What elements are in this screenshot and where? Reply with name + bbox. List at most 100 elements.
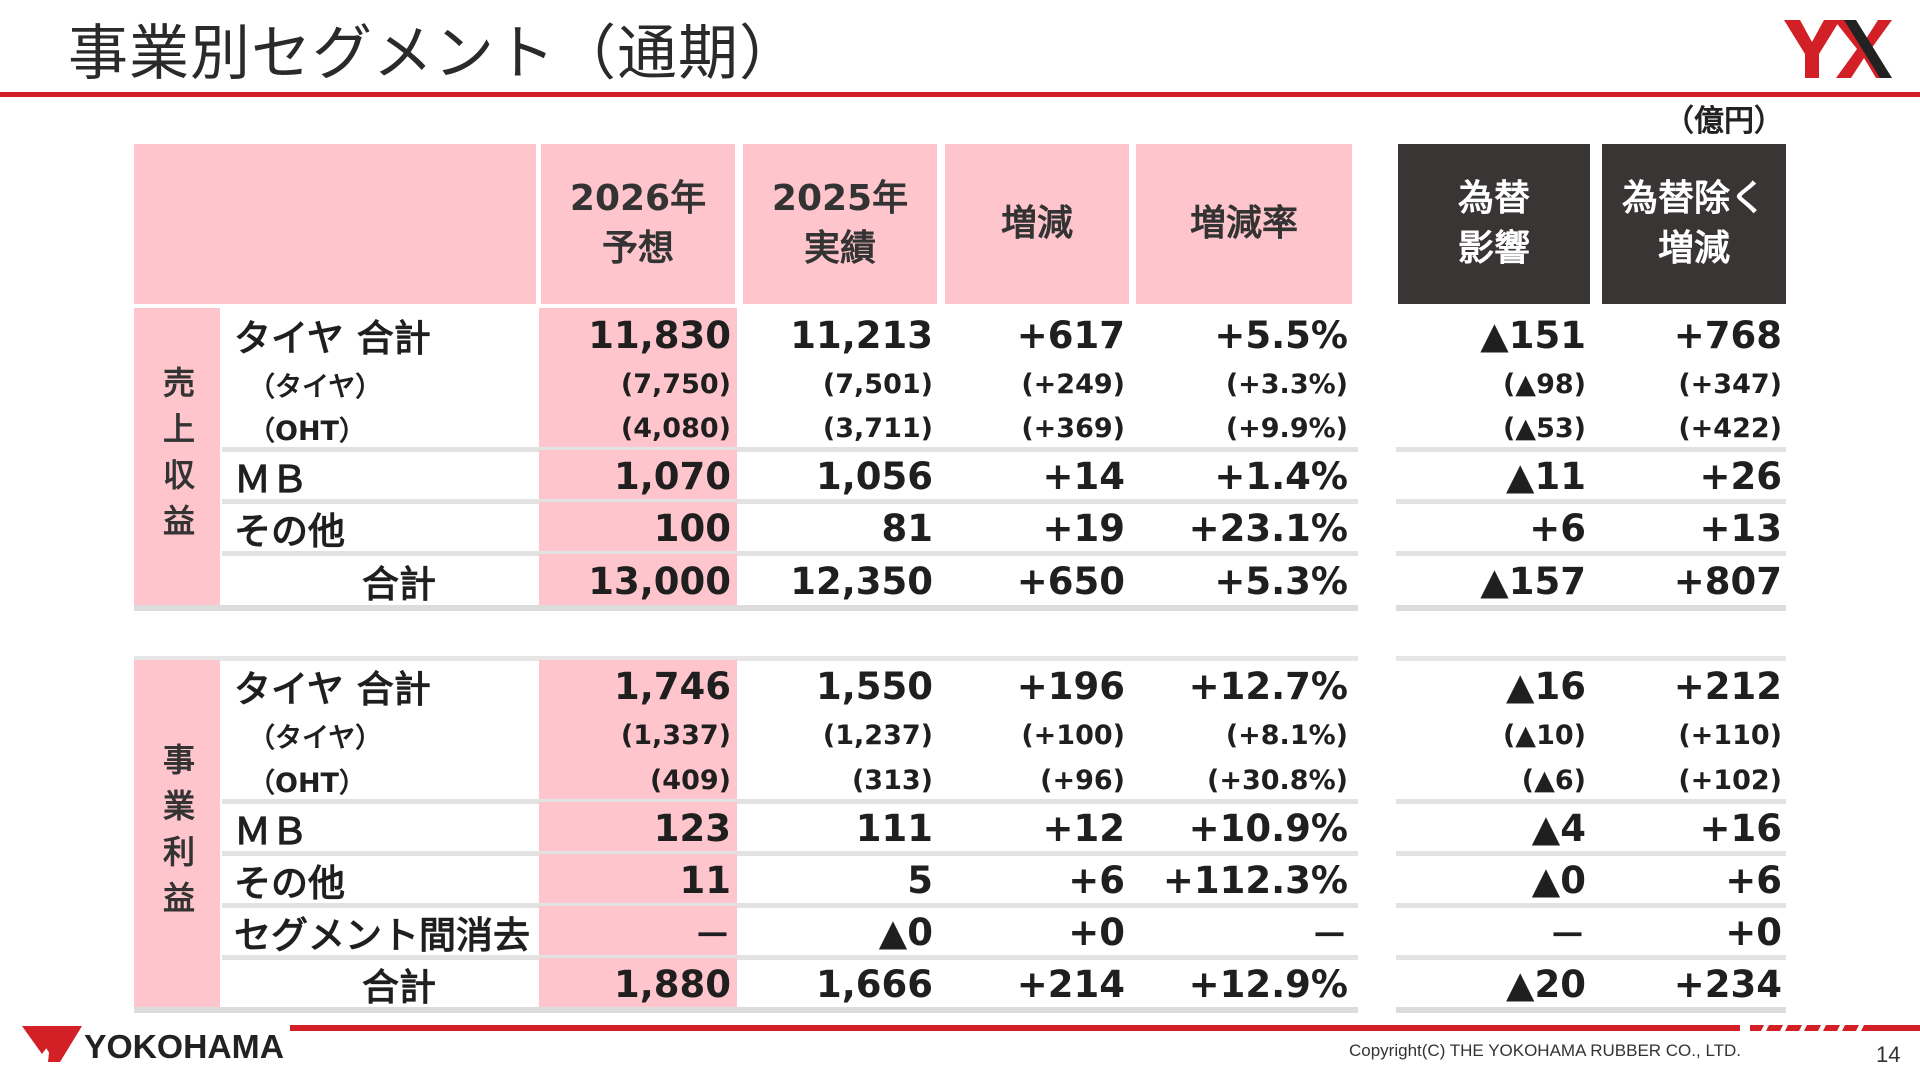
profit-row-separator: [222, 955, 1358, 960]
sales-row-separator: [1396, 551, 1786, 556]
profit-value-cell: －: [1311, 914, 1348, 957]
sales-row-label: 合計: [362, 563, 436, 606]
sales-value-cell: (+3.3%): [1225, 368, 1348, 400]
profit-value-cell: +10.9%: [1188, 806, 1348, 850]
profit-value-cell: (+110): [1678, 719, 1782, 751]
sales-value-cell: (+369): [1021, 412, 1125, 444]
sales-side-text: 売上収益: [158, 366, 196, 550]
sales-value-cell: +650: [1016, 559, 1125, 603]
header-blank: [134, 144, 536, 304]
yokohama-wordmark: YOKOHAMA: [84, 1028, 284, 1065]
sales-value-cell: +807: [1673, 559, 1782, 603]
header-2025-actual: 2025年実績: [743, 144, 937, 304]
sales-value-cell: +19: [1042, 506, 1126, 550]
profit-row-label: タイヤ 合計: [234, 668, 431, 711]
profit-value-cell: (+102): [1678, 764, 1782, 796]
header-2025-actual-line: 2025年: [771, 178, 909, 219]
sales-value-cell: 12,350: [790, 559, 933, 603]
profit-value-cell: －: [1549, 914, 1586, 957]
profit-value-cell: 11: [539, 854, 737, 906]
header-change-ex-fx-line: 為替除く: [1621, 178, 1766, 219]
profit-value-cell: ▲0: [1531, 858, 1586, 902]
profit-row-label: （OHT）: [248, 767, 366, 799]
profit-value-cell: (1,337): [539, 712, 737, 758]
sales-value-cell: (+347): [1678, 368, 1782, 400]
sales-value-cell: (4,080): [539, 406, 737, 450]
profit-value-cell: +0: [1068, 910, 1125, 954]
sales-value-cell: (▲53): [1502, 412, 1586, 444]
header-fx-impact: 為替 影響: [1398, 144, 1590, 304]
profit-bottom-rule: [134, 1007, 1358, 1013]
sales-row-label: （OHT）: [248, 415, 366, 447]
profit-value-cell: +214: [1016, 962, 1125, 1006]
profit-row-separator: [1396, 903, 1786, 908]
profit-row-separator: [1396, 955, 1786, 960]
profit-row-separator: [222, 799, 1358, 804]
sales-value-cell: (▲98): [1502, 368, 1586, 400]
header-change-ex-fx: 為替除く 増減: [1602, 144, 1786, 304]
sales-value-cell: (+249): [1021, 368, 1125, 400]
header-2026-forecast-line: 予想: [601, 228, 674, 269]
header-change: 増減: [945, 144, 1129, 304]
sales-value-cell: 11,830: [539, 308, 737, 362]
header-2026-forecast: 2026年予想: [541, 144, 735, 304]
profit-value-cell: (+8.1%): [1225, 719, 1348, 751]
profit-value-cell: +112.3%: [1162, 858, 1348, 902]
profit-value-cell: (1,237): [822, 719, 933, 751]
profit-value-cell: 1,746: [539, 660, 737, 712]
sales-row-label: タイヤ 合計: [234, 317, 431, 360]
sales-bottom-rule-right: [1396, 605, 1786, 611]
profit-row-separator: [222, 903, 1358, 908]
sales-value-cell: +23.1%: [1188, 506, 1348, 550]
sales-value-cell: +6: [1529, 506, 1586, 550]
sales-bottom-rule: [134, 605, 1358, 611]
sales-value-cell: 11,213: [790, 313, 933, 357]
profit-row-separator: [1396, 799, 1786, 804]
profit-side-label: 事業利益: [134, 660, 220, 1010]
sales-row-separator: [222, 499, 1358, 504]
profit-value-cell: +6: [1068, 858, 1125, 902]
profit-value-cell: (▲10): [1502, 719, 1586, 751]
page-number: 14: [1876, 1042, 1901, 1067]
sales-value-cell: ▲11: [1506, 454, 1586, 498]
header-2026-forecast-line: 2026年: [569, 178, 707, 219]
footer-rule: [290, 1025, 1740, 1031]
page-title: 事業別セグメント（通期）: [68, 19, 800, 89]
sales-row-label: ＭＢ: [234, 458, 308, 501]
header-change-rate: 増減率: [1136, 144, 1352, 304]
profit-bottom-rule-right: [1396, 1007, 1786, 1013]
sales-value-cell: 100: [539, 502, 737, 554]
header-fx-impact-line: 影響: [1457, 228, 1530, 269]
profit-value-cell: ▲4: [1531, 806, 1586, 850]
footer-stripes: [1750, 1025, 1920, 1031]
profit-row-label: その他: [234, 862, 345, 905]
yx-logo-icon: [1784, 20, 1892, 78]
sales-value-cell: 13,000: [539, 554, 737, 608]
profit-value-cell: +234: [1673, 962, 1782, 1006]
profit-value-cell: 5: [907, 858, 933, 902]
sales-value-cell: 1,056: [815, 454, 933, 498]
sales-row-separator: [222, 447, 1358, 452]
header-fx-impact-line: 為替: [1457, 178, 1530, 219]
profit-value-cell: (+96): [1040, 764, 1125, 796]
profit-row-label: ＭＢ: [234, 810, 308, 853]
header-white-gap: [1358, 144, 1394, 304]
profit-value-cell: (313): [851, 764, 933, 796]
sales-value-cell: (3,711): [822, 412, 933, 444]
profit-row-label: セグメント間消去: [234, 914, 530, 957]
profit-value-cell: (+30.8%): [1207, 764, 1348, 796]
profit-value-cell: 1,666: [815, 962, 933, 1006]
profit-value-cell: ▲0: [878, 910, 933, 954]
sales-value-cell: 81: [881, 506, 934, 550]
sales-value-cell: (+9.9%): [1225, 412, 1348, 444]
profit-value-cell: +12: [1042, 806, 1126, 850]
sales-row-label: （タイヤ）: [248, 371, 383, 403]
profit-value-cell: (+100): [1021, 719, 1125, 751]
header-2025-actual-line: 実績: [803, 228, 876, 269]
profit-side-text: 事業利益: [158, 743, 196, 927]
title-rule: [0, 92, 1920, 97]
sales-row-label: その他: [234, 510, 345, 553]
profit-top-rule: [134, 656, 1358, 661]
profit-value-cell: －: [539, 906, 737, 958]
profit-value-cell: +12.9%: [1188, 962, 1348, 1006]
